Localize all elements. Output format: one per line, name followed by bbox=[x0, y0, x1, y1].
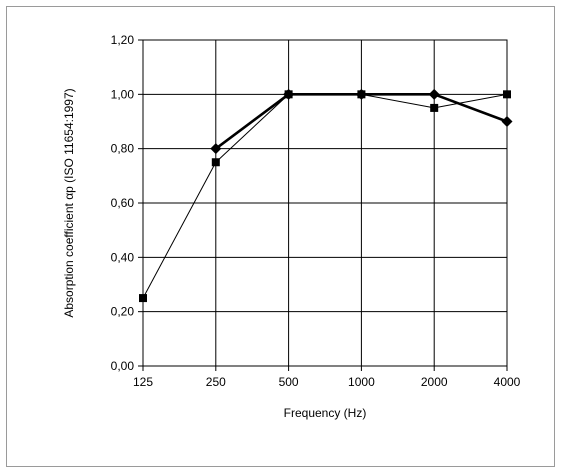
x-tick-label: 125 bbox=[133, 375, 153, 389]
chart-frame bbox=[6, 6, 555, 467]
data-point-square bbox=[139, 294, 147, 303]
data-point-diamond bbox=[210, 143, 222, 155]
x-tick-label: 2000 bbox=[421, 375, 448, 389]
y-tick-label: 0,80 bbox=[111, 142, 135, 156]
data-point-diamond bbox=[283, 88, 295, 100]
x-tick-label: 500 bbox=[279, 375, 299, 389]
data-point-diamond bbox=[355, 88, 367, 100]
series-group bbox=[139, 88, 513, 303]
data-point-diamond bbox=[501, 116, 513, 127]
x-tick-label: 250 bbox=[206, 375, 226, 389]
y-tick-label: 0,40 bbox=[111, 250, 135, 264]
data-point-square bbox=[430, 103, 439, 112]
plot-area bbox=[142, 39, 508, 367]
y-axis-title: Absorption coefficient αp (ISO 11654:199… bbox=[62, 88, 76, 317]
y-tick-label: 0,60 bbox=[111, 196, 135, 210]
y-tick-labels: 0,00 0,20 0,40 0,60 0,80 1,00 1,20 bbox=[111, 33, 135, 373]
data-point-square bbox=[211, 158, 220, 167]
y-tick-label: 1,00 bbox=[111, 87, 135, 101]
x-axis-title: Frequency (Hz) bbox=[284, 406, 367, 420]
x-tick-label: 1000 bbox=[348, 375, 375, 389]
y-tick-label: 0,00 bbox=[111, 359, 135, 373]
y-tick-label: 1,20 bbox=[111, 33, 135, 47]
x-tick-labels: 125 250 500 1000 2000 4000 bbox=[133, 375, 521, 389]
x-tick-label: 4000 bbox=[494, 375, 521, 389]
grid-lines bbox=[138, 39, 508, 371]
series-line-1 bbox=[142, 93, 508, 299]
data-point-diamond bbox=[428, 88, 440, 100]
data-point-square bbox=[503, 90, 511, 99]
y-tick-label: 0,20 bbox=[111, 305, 135, 319]
